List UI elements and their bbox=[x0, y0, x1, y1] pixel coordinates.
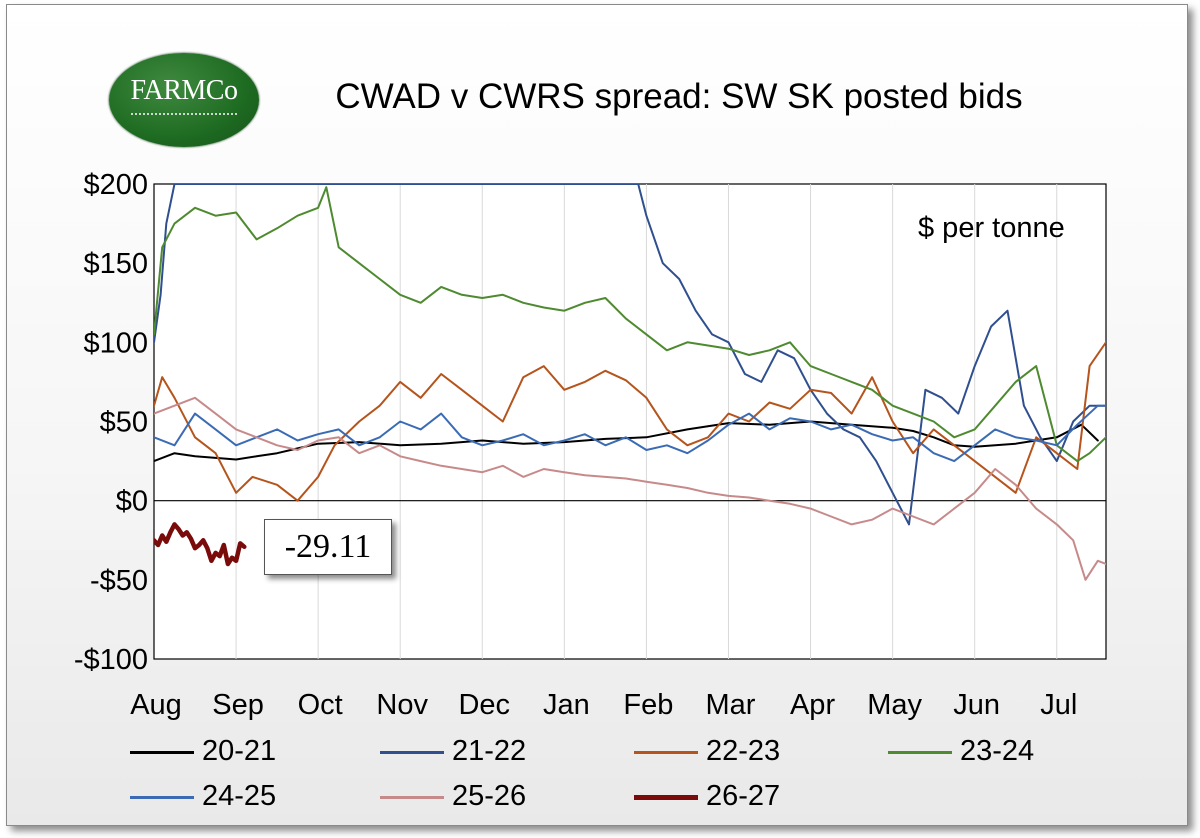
legend-item-21-22: 21-22 bbox=[380, 735, 526, 768]
legend-label: 20-21 bbox=[202, 735, 277, 767]
y-tick-label: -$100 bbox=[74, 644, 148, 676]
plot-area bbox=[153, 183, 1107, 660]
x-tick-label: Jul bbox=[1040, 689, 1077, 721]
legend-item-20-21: 20-21 bbox=[130, 735, 276, 768]
legend-swatch bbox=[130, 750, 194, 754]
series-line-23-24 bbox=[154, 186, 1106, 463]
x-tick-label: Aug bbox=[130, 689, 182, 721]
y-tick-label: -$50 bbox=[90, 565, 148, 597]
chart-title: CWAD v CWRS spread: SW SK posted bids bbox=[335, 77, 1023, 116]
y-tick-label: $150 bbox=[83, 248, 148, 280]
x-tick-label: Mar bbox=[706, 689, 756, 721]
x-tick-label: Apr bbox=[790, 689, 835, 721]
legend-item-23-24: 23-24 bbox=[888, 735, 1034, 768]
series-line-25-26 bbox=[154, 396, 1106, 581]
legend-item-26-27: 26-27 bbox=[634, 780, 780, 813]
x-tick-label: Oct bbox=[298, 689, 343, 721]
legend-label: 21-22 bbox=[452, 735, 527, 767]
y-tick-label: $200 bbox=[83, 169, 148, 201]
legend-swatch bbox=[380, 795, 444, 799]
legend-label: 22-23 bbox=[706, 735, 781, 767]
unit-label: $ per tonne bbox=[918, 212, 1065, 244]
farmco-logo: FARMCo bbox=[109, 53, 259, 147]
logo-tagline-decoration bbox=[131, 113, 237, 118]
legend-swatch bbox=[380, 750, 444, 754]
series-line-21-22 bbox=[154, 184, 1106, 526]
x-tick-label: Feb bbox=[623, 689, 673, 721]
legend-label: 24-25 bbox=[202, 780, 277, 812]
x-tick-label: Jan bbox=[543, 689, 590, 721]
x-tick-label: Dec bbox=[458, 689, 510, 721]
y-tick-label: $0 bbox=[116, 486, 148, 518]
legend-item-22-23: 22-23 bbox=[634, 735, 780, 768]
latest-value-callout: -29.11 bbox=[264, 519, 392, 575]
x-tick-label: Nov bbox=[376, 689, 428, 721]
series-line-24-25 bbox=[154, 404, 1106, 463]
series-line-22-23 bbox=[154, 341, 1106, 502]
legend-swatch bbox=[888, 750, 952, 754]
legend-swatch bbox=[634, 750, 698, 754]
legend-label: 26-27 bbox=[706, 780, 781, 812]
legend-label: 25-26 bbox=[452, 780, 527, 812]
legend-item-25-26: 25-26 bbox=[380, 780, 526, 813]
x-tick-label: May bbox=[867, 689, 922, 721]
legend-item-24-25: 24-25 bbox=[130, 780, 276, 813]
legend-swatch bbox=[130, 795, 194, 799]
y-tick-label: $100 bbox=[83, 327, 148, 359]
legend-swatch bbox=[634, 794, 698, 800]
legend-label: 23-24 bbox=[960, 735, 1035, 767]
series-line-26-27 bbox=[154, 522, 247, 567]
logo-text: FARMCo bbox=[130, 75, 238, 106]
x-tick-label: Jun bbox=[953, 689, 1000, 721]
x-tick-label: Sep bbox=[212, 689, 264, 721]
y-tick-label: $50 bbox=[100, 407, 148, 439]
